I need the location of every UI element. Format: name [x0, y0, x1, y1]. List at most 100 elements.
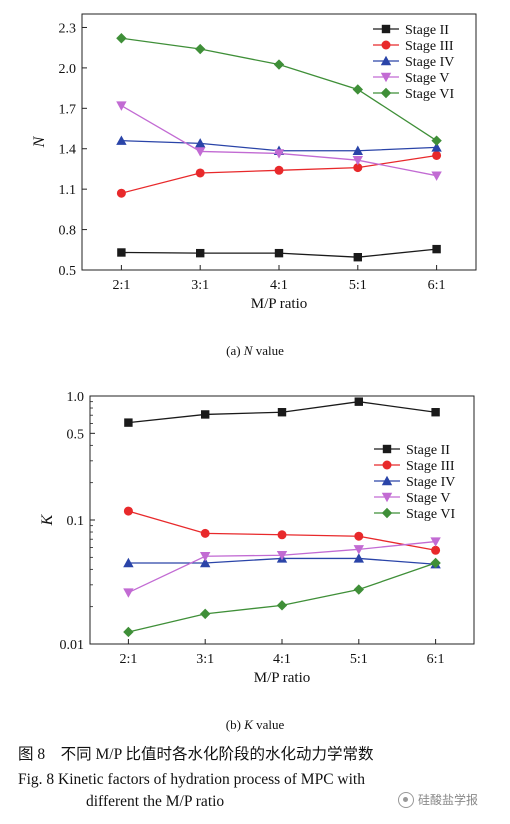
chart-a-series-1: [117, 244, 441, 262]
chart-a-data-point: [432, 244, 441, 254]
chart-a-legend-marker: [381, 24, 391, 34]
chart-b-data-point: [430, 537, 441, 547]
chart-b-legend-marker: [381, 507, 393, 519]
chart-b-caption: (b) K value: [0, 717, 510, 733]
chart-b-ylabel: K: [39, 513, 56, 526]
wechat-icon: [398, 791, 414, 808]
chart-a-ytick-label: 0.8: [59, 224, 77, 239]
chart-b-series-line: [128, 562, 436, 633]
chart-a-data-point: [274, 248, 284, 258]
chart-a-legend-marker: [380, 55, 392, 66]
chart-a-legend-label: Stage V: [405, 71, 449, 86]
chart-b-data-point: [276, 551, 288, 561]
chart-a-data-point: [274, 165, 284, 175]
chart-b-data-point: [277, 530, 287, 540]
chart-b-xtick-label: 2:1: [119, 652, 137, 667]
chart-b-series-5: [123, 557, 441, 638]
chart-b-ytick-label: 0.01: [60, 638, 85, 653]
chart-a-ylabel: N: [31, 135, 48, 148]
chart-a-data-point: [352, 145, 363, 155]
chart-a-data-point: [195, 168, 205, 178]
watermark: 硅酸盐学报: [398, 791, 478, 808]
chart-a-svg: 0.5 0.8 1.1 1.4 1.7 2.0 2.3 2:1 3:1 4:1 5:1 6:1 M/P …: [31, 13, 477, 312]
chart-b-legend-marker: [382, 444, 392, 454]
chart-a-xtick-label: 6:1: [428, 278, 446, 293]
chart-a-data-point: [195, 138, 206, 148]
chart-a-ytick-label: 1.7: [59, 102, 77, 117]
chart-a-series-4: [116, 101, 442, 181]
chart-a-data-point: [195, 147, 206, 157]
chart-b-ytick-label: 0.5: [67, 427, 85, 442]
chart-a-caption-prefix: (a): [226, 343, 244, 358]
chart-b-data-point: [353, 545, 364, 555]
chart-b-legend-label: Stage VI: [406, 507, 455, 522]
chart-b-legend-marker: [382, 460, 392, 470]
chart-a-data-point: [116, 33, 127, 44]
chart-b-data-point: [353, 584, 364, 595]
chart-a-data-point: [431, 135, 442, 146]
chart-b-data-point: [200, 528, 210, 538]
chart-a-caption-suffix: value: [252, 343, 284, 358]
chart-a-ytick-label: 1.1: [59, 183, 77, 198]
chart-b-caption-var: K: [244, 717, 253, 732]
chart-a-data-point: [273, 59, 285, 70]
chart-a-data-point: [273, 149, 285, 159]
chart-a-data-point: [431, 171, 442, 181]
chart-a-data-point: [117, 248, 126, 257]
chart-a-data-point: [196, 248, 205, 258]
chart-panel-b: 0.01 0.1 0.5 1.0 2:1 3:1 4:1 5:1 6:1 M/P ratio K St…: [0, 380, 510, 700]
chart-b-data-point: [354, 397, 363, 406]
chart-b-caption-prefix: (b): [225, 717, 245, 732]
chart-b-legend-label: Stage IV: [406, 475, 455, 490]
chart-a-ytick-label: 0.5: [59, 264, 77, 279]
chart-b-data-point: [353, 553, 364, 563]
chart-b-xtick-label: 5:1: [350, 652, 368, 667]
chart-a-legend-label: Stage III: [405, 39, 454, 54]
chart-a-legend-marker: [380, 72, 392, 83]
chart-b-series-2: [123, 506, 441, 555]
chart-b-legend-label: Stage II: [406, 443, 450, 458]
chart-b-legend-label: Stage III: [406, 459, 455, 474]
chart-a-xlabel: M/P ratio: [251, 296, 308, 312]
chart-b-legend-label: Stage V: [406, 491, 450, 506]
watermark-text: 硅酸盐学报: [418, 793, 479, 807]
chart-a-data-point: [352, 84, 363, 95]
chart-a-legend-marker: [380, 87, 392, 99]
chart-a-legend-label: Stage VI: [405, 87, 454, 102]
chart-b-data-point: [123, 557, 134, 568]
chart-a-data-point: [353, 163, 363, 173]
chart-a-xtick-label: 3:1: [191, 278, 209, 293]
chart-a-xtick-label: 5:1: [349, 278, 367, 293]
chart-b-xtick-label: 6:1: [427, 652, 445, 667]
chart-b-data-point: [431, 408, 440, 417]
chart-a-data-point: [353, 253, 362, 262]
chart-a-data-point: [116, 101, 127, 111]
chart-a-data-point: [116, 135, 127, 145]
chart-a-caption-var: N: [243, 343, 253, 358]
chart-b-data-point: [123, 506, 133, 516]
chart-a-series-2: [116, 150, 442, 198]
chart-panel-a: 0.5 0.8 1.1 1.4 1.7 2.0 2.3 2:1 3:1 4:1 5:1 6:1 M/P …: [0, 0, 510, 330]
chart-b-series-4: [123, 537, 441, 598]
chart-b-ytick-label: 0.1: [67, 514, 85, 529]
chart-a-data-point: [195, 43, 206, 55]
chart-b-ytick-label: 1.0: [67, 390, 85, 405]
chart-b-caption-suffix: value: [252, 717, 285, 732]
chart-a-xtick-label: 2:1: [112, 278, 130, 293]
chart-a-caption: (a) N value: [0, 343, 510, 359]
chart-a-ytick-label: 2.3: [59, 21, 77, 36]
chart-b-data-point: [276, 600, 288, 611]
chart-b-data-point: [431, 545, 441, 555]
figure-caption-en-line1: Fig. 8 Kinetic factors of hydration proc…: [18, 771, 365, 788]
figure-caption-en-line2: different the M/P ratio: [86, 793, 225, 810]
chart-b-series-line: [128, 540, 436, 594]
chart-b-data-point: [201, 410, 210, 419]
chart-a-data-point: [432, 150, 442, 160]
chart-a-legend-label: Stage II: [405, 23, 449, 38]
chart-b-legend-marker: [381, 475, 393, 486]
chart-b-data-point: [200, 552, 211, 562]
chart-a-ytick-label: 1.4: [59, 143, 77, 158]
chart-b-xtick-label: 4:1: [273, 652, 291, 667]
